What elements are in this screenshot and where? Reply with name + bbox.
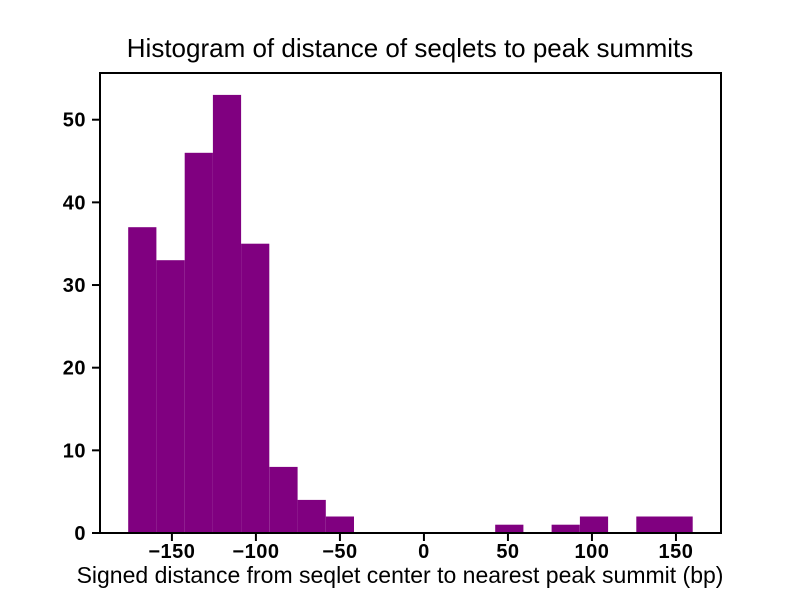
- histogram-bar: [128, 227, 157, 533]
- histogram-bar: [551, 524, 580, 533]
- y-tick-label: 30: [63, 275, 86, 297]
- histogram-bar: [579, 516, 609, 533]
- y-tick-label: 40: [63, 192, 86, 214]
- histogram-bar: [495, 524, 524, 533]
- histogram-bar: [269, 466, 298, 533]
- x-tick-label: 100: [575, 541, 610, 563]
- x-tick-label: 150: [659, 541, 694, 563]
- y-tick-label: 10: [63, 440, 86, 462]
- plot-border: [99, 72, 722, 534]
- histogram-bar: [184, 152, 213, 534]
- chart-title: Histogram of distance of seqlets to peak…: [126, 33, 694, 63]
- x-tick-label: −50: [322, 541, 357, 563]
- y-tick-label: 0: [74, 523, 86, 545]
- x-axis-label: Signed distance from seqlet center to ne…: [76, 562, 724, 588]
- histogram-bar: [325, 516, 354, 533]
- histogram-bar: [297, 499, 326, 533]
- histogram-bar: [241, 243, 270, 533]
- x-tick-label: −100: [232, 541, 279, 563]
- y-tick-label: 50: [63, 110, 86, 132]
- x-tick-label: 0: [418, 541, 430, 563]
- x-tick-label: −150: [148, 541, 195, 563]
- histogram-bar: [636, 516, 665, 533]
- histogram-bar: [664, 516, 693, 533]
- x-tick-label: 50: [496, 541, 519, 563]
- histogram-bar: [156, 260, 185, 533]
- histogram-bar: [212, 94, 242, 534]
- y-tick-label: 20: [63, 358, 86, 380]
